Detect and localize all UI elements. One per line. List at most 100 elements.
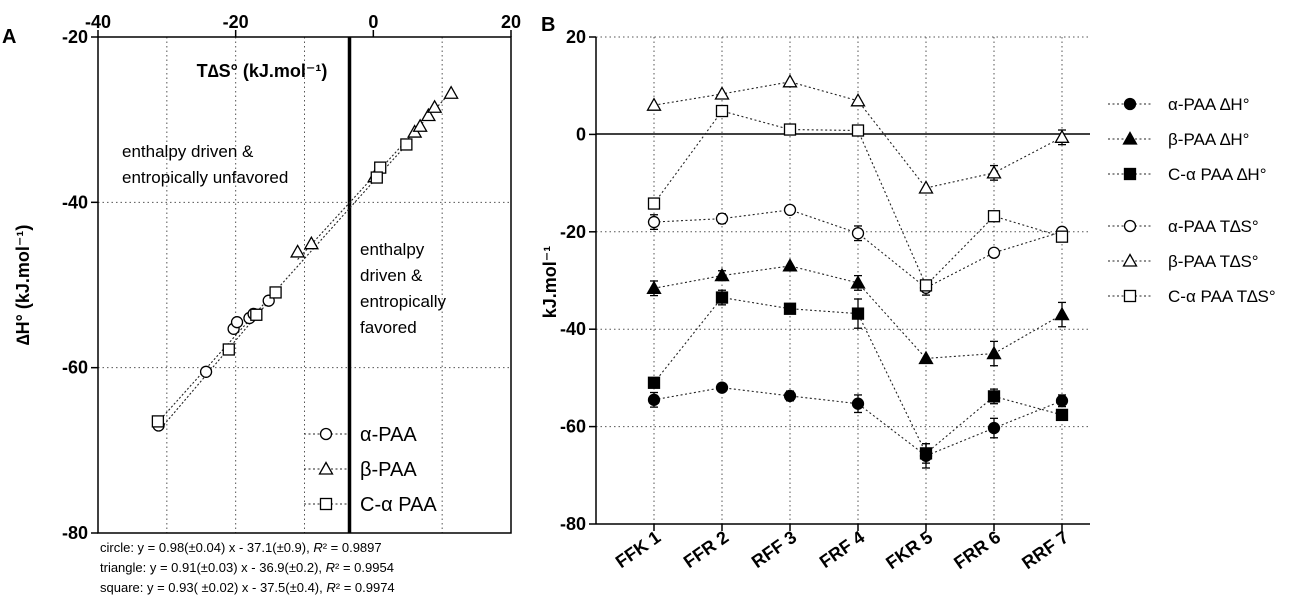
panel-b-x-ticks: FFK 1 FFR 2 RFF 3 FRF 4 FKR 5 FRR 6 RRF 7 [612, 524, 1072, 573]
panel-a-plot-frame [97, 36, 512, 534]
data-point-filled-triangle [918, 350, 934, 365]
legend-marker-filled-square [1123, 167, 1137, 181]
data-point-open-circle [851, 227, 865, 240]
panel-b-grid [596, 36, 1090, 524]
panel-b-y-ticks: 20 0 -20 -40 -60 -80 [560, 27, 596, 534]
data-point-square [370, 171, 383, 184]
data-point-open-square [715, 104, 729, 118]
region-lower-line-1: enthalpy [360, 240, 425, 259]
y-tick-label: -20 [62, 27, 88, 47]
data-point-square [269, 286, 282, 299]
legend-marker-open-circle [1123, 219, 1137, 233]
data-point-open-triangle [714, 86, 730, 100]
data-point-open-square [1055, 230, 1069, 243]
data-point-filled-square [1055, 408, 1069, 422]
x-tick-label: FFK 1 [612, 527, 664, 572]
panel-a-legend-label: α-PAA [360, 424, 417, 446]
region-upper-line-1: enthalpy driven & [122, 142, 254, 161]
region-upper-line-2: entropically unfavored [122, 168, 288, 187]
data-point-open-triangle [1054, 129, 1070, 143]
data-point-filled-circle [987, 421, 1001, 435]
x-tick-label: -20 [223, 12, 249, 32]
data-point-open-square [851, 124, 865, 137]
y-tick-label: -40 [560, 319, 586, 339]
data-point-filled-circle [851, 397, 865, 410]
panel-a-y-ticks: -20 -40 -60 -80 [62, 27, 98, 543]
data-point-filled-square [851, 307, 865, 320]
data-point-filled-square [783, 302, 797, 315]
x-tick-label: FRF 4 [816, 527, 868, 572]
panel-b-legend-label: C-α PAA ∆H° [1168, 165, 1267, 184]
y-tick-label: -60 [62, 358, 88, 378]
data-point-triangle [303, 235, 319, 250]
data-point-filled-circle [715, 381, 729, 394]
data-point-square [151, 415, 165, 428]
panel-a: A -40 -20 0 20 -20-40-60-80 T∆S° (kJ.mol⁻¹)… [2, 12, 521, 595]
data-point-filled-triangle [986, 345, 1002, 360]
data-point-square [250, 308, 263, 321]
data-point-circle [199, 365, 213, 378]
equation-triangle: triangle: y = 0.91(±0.03) x - 36.9(±0.2)… [100, 560, 394, 575]
panel-b-legend-label: α-PAA ∆H° [1168, 95, 1250, 114]
y-tick-label: -80 [62, 523, 88, 543]
panel-a-letter: A [2, 26, 16, 48]
data-point-filled-triangle [1054, 306, 1070, 321]
panel-a-legend: α-PAA β-PAA C-α PAA [304, 424, 437, 516]
data-point-filled-square [987, 390, 1001, 403]
panel-b-series [646, 73, 1070, 469]
data-point-filled-circle [783, 389, 797, 403]
data-point-triangle [426, 99, 443, 113]
panel-a-top-axis-title: T∆S° (kJ.mol⁻¹) [197, 61, 328, 81]
data-point-filled-square [919, 447, 933, 460]
data-point-filled-triangle [782, 258, 798, 272]
legend-marker-open-square [1123, 289, 1137, 303]
panel-b-legend-label: β-PAA ∆H° [1168, 130, 1249, 149]
data-point-triangle [290, 244, 306, 258]
data-point-open-triangle [782, 73, 798, 88]
panel-a-legend-label: C-α PAA [360, 494, 437, 516]
panel-a-x-ticks: -40 -20 0 20 [85, 12, 521, 37]
panel-b-legend-label: α-PAA T∆S° [1168, 217, 1259, 236]
data-point-triangle [412, 118, 428, 132]
x-tick-label: -40 [85, 12, 111, 32]
region-lower-line-4: favored [360, 318, 417, 337]
data-point-filled-triangle [850, 275, 866, 289]
equation-circle: circle: y = 0.98(±0.04) x - 37.1(±0.9), … [100, 540, 382, 555]
data-point-open-triangle [986, 165, 1002, 179]
panel-a-y-axis-title: ∆H° (kJ.mol⁻¹) [13, 225, 33, 346]
data-point-square [400, 138, 413, 151]
x-tick-label: 0 [368, 12, 378, 32]
x-tick-label: FFR 2 [680, 527, 732, 572]
data-point-open-circle [715, 212, 729, 225]
data-point-open-circle [647, 215, 661, 229]
legend-marker-circle [319, 427, 333, 441]
y-tick-label: 20 [566, 27, 586, 47]
x-tick-label: FKR 5 [882, 527, 936, 573]
legend-marker-open-triangle [1122, 253, 1138, 267]
data-point-filled-triangle [714, 267, 730, 282]
legend-marker-triangle [318, 461, 334, 475]
data-point-open-square [647, 197, 661, 210]
y-tick-label: -80 [560, 514, 586, 534]
legend-marker-filled-triangle [1122, 131, 1138, 145]
data-point-open-circle [987, 246, 1001, 259]
region-lower-line-2: driven & [360, 266, 423, 285]
data-point-filled-square [715, 291, 729, 304]
x-tick-label: FRR 6 [950, 527, 1004, 573]
equation-square: square: y = 0.93( ±0.02) x - 37.5(±0.4),… [100, 580, 395, 595]
data-point-square [222, 343, 235, 356]
x-tick-label: RFF 3 [748, 527, 800, 572]
data-point-filled-circle [647, 393, 661, 406]
data-point-open-square [987, 210, 1001, 223]
data-point-open-triangle [850, 92, 866, 107]
data-point-filled-circle [1055, 394, 1069, 407]
panel-b-legend: α-PAA ∆H° β-PAA ∆H° C-α PAA ∆H° α-PAA T∆… [1108, 95, 1276, 306]
panel-b-letter: B [541, 14, 555, 36]
x-tick-label: 20 [501, 12, 521, 32]
panel-a-legend-label: β-PAA [360, 459, 417, 481]
x-tick-label: RRF 7 [1018, 527, 1072, 573]
data-point-triangle [420, 107, 437, 122]
data-point-open-triangle [646, 97, 662, 111]
panel-b-legend-label: β-PAA T∆S° [1168, 252, 1259, 271]
